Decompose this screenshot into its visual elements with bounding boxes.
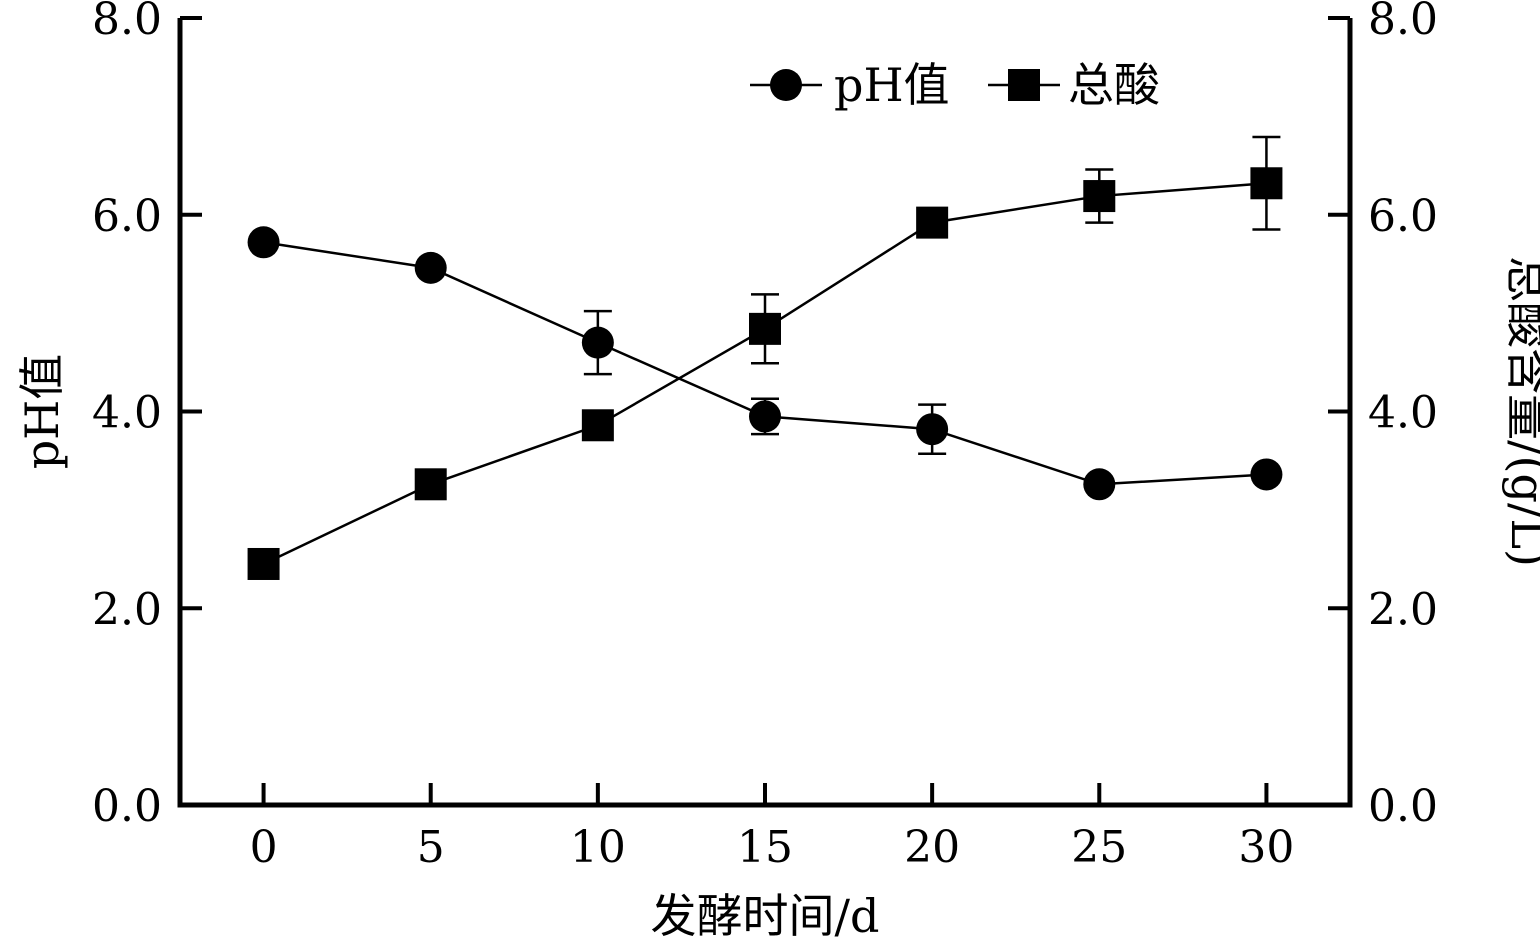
legend-marker-ph bbox=[770, 69, 802, 101]
x-tick-label: 15 bbox=[737, 822, 793, 873]
x-tick-label: 10 bbox=[570, 822, 626, 873]
y-tick-label-right: 0.0 bbox=[1368, 781, 1438, 832]
x-tick-label: 5 bbox=[417, 822, 445, 873]
y-tick-label-right: 8.0 bbox=[1368, 0, 1438, 45]
data-point-circle bbox=[414, 251, 447, 284]
ticks: 0 5 10 15 20 25 30 0.0 2.0 4.0 6.0 8.0 0.0 2.0 4.0 6.0 8… bbox=[92, 0, 1438, 873]
data-point-square bbox=[916, 206, 949, 239]
x-tick-label: 30 bbox=[1238, 822, 1294, 873]
y-tick-label-left: 0.0 bbox=[92, 781, 162, 832]
x-tick-label: 25 bbox=[1071, 822, 1127, 873]
data-point-circle bbox=[1083, 468, 1116, 501]
x-tick-label: 0 bbox=[250, 822, 278, 873]
data-point-square bbox=[247, 547, 280, 580]
data-point-circle bbox=[916, 413, 949, 446]
y-axis-right-title: 总酸含量/(g/L) bbox=[1501, 256, 1540, 567]
data-point-circle bbox=[247, 226, 280, 259]
legend: pH值 总酸 bbox=[750, 58, 1160, 112]
series-line bbox=[263, 182, 1267, 566]
data-point-circle bbox=[1250, 458, 1283, 491]
data-point-square bbox=[414, 468, 447, 501]
y-tick-label-right: 6.0 bbox=[1368, 191, 1438, 242]
y-axis-left-title: pH值 bbox=[15, 354, 69, 470]
data-point-square bbox=[581, 409, 614, 442]
y-tick-label-left: 8.0 bbox=[92, 0, 162, 45]
legend-marker-total-acid bbox=[1008, 69, 1040, 101]
series-layer bbox=[247, 135, 1283, 580]
x-tick-label: 20 bbox=[904, 822, 960, 873]
series-total-acid bbox=[247, 135, 1283, 580]
x-axis-title: 发酵时间/d bbox=[651, 889, 880, 943]
y-tick-label-left: 2.0 bbox=[92, 584, 162, 635]
data-point-square bbox=[749, 312, 781, 345]
y-tick-label-left: 6.0 bbox=[92, 191, 162, 242]
series-ph bbox=[247, 226, 1283, 501]
legend-label-total-acid: 总酸 bbox=[1068, 58, 1160, 112]
legend-label-ph: pH值 bbox=[834, 58, 950, 112]
data-point-square bbox=[1083, 180, 1116, 213]
y-tick-label-right: 2.0 bbox=[1368, 584, 1438, 635]
y-tick-label-left: 4.0 bbox=[92, 388, 162, 439]
data-point-circle bbox=[581, 326, 614, 359]
data-point-circle bbox=[749, 400, 781, 433]
data-point-square bbox=[1250, 167, 1283, 200]
y-tick-label-right: 4.0 bbox=[1368, 388, 1438, 439]
